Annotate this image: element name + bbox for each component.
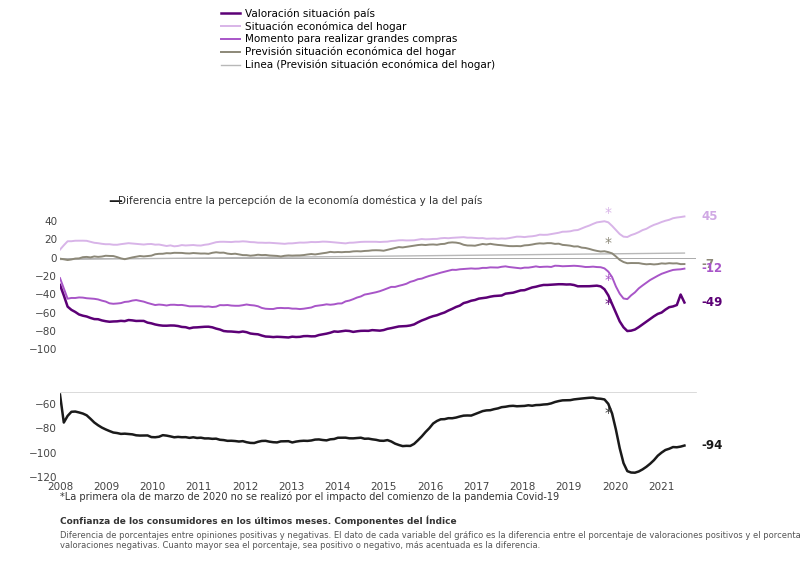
Text: Confianza de los consumidores en los últimos meses. Componentes del Índice: Confianza de los consumidores en los últ… — [60, 515, 457, 526]
Legend: Valoración situación país, Situación económica del hogar, Momento para realizar : Valoración situación país, Situación eco… — [222, 8, 495, 71]
Text: -49: -49 — [702, 296, 723, 309]
Text: *La primera ola de marzo de 2020 no se realizó por el impacto del comienzo de la: *La primera ola de marzo de 2020 no se r… — [60, 492, 559, 502]
Text: valoraciones negativas. Cuanto mayor sea el porcentaje, sea positivo o negativo,: valoraciones negativas. Cuanto mayor sea… — [60, 541, 540, 550]
Text: —: — — [108, 194, 122, 207]
Text: *: * — [605, 206, 612, 220]
Text: -12: -12 — [702, 262, 722, 275]
Text: *: * — [605, 273, 612, 288]
Text: *: * — [605, 406, 612, 420]
Text: Diferencia entre la percepción de la economía doméstica y la del país: Diferencia entre la percepción de la eco… — [118, 196, 482, 206]
Text: *: * — [605, 236, 612, 250]
Text: Diferencia de porcentajes entre opiniones positivas y negativas. El dato de cada: Diferencia de porcentajes entre opinione… — [60, 531, 800, 540]
Text: *: * — [605, 297, 612, 311]
Text: 45: 45 — [702, 210, 718, 223]
Text: -94: -94 — [702, 439, 723, 452]
Text: -7: -7 — [702, 258, 714, 271]
